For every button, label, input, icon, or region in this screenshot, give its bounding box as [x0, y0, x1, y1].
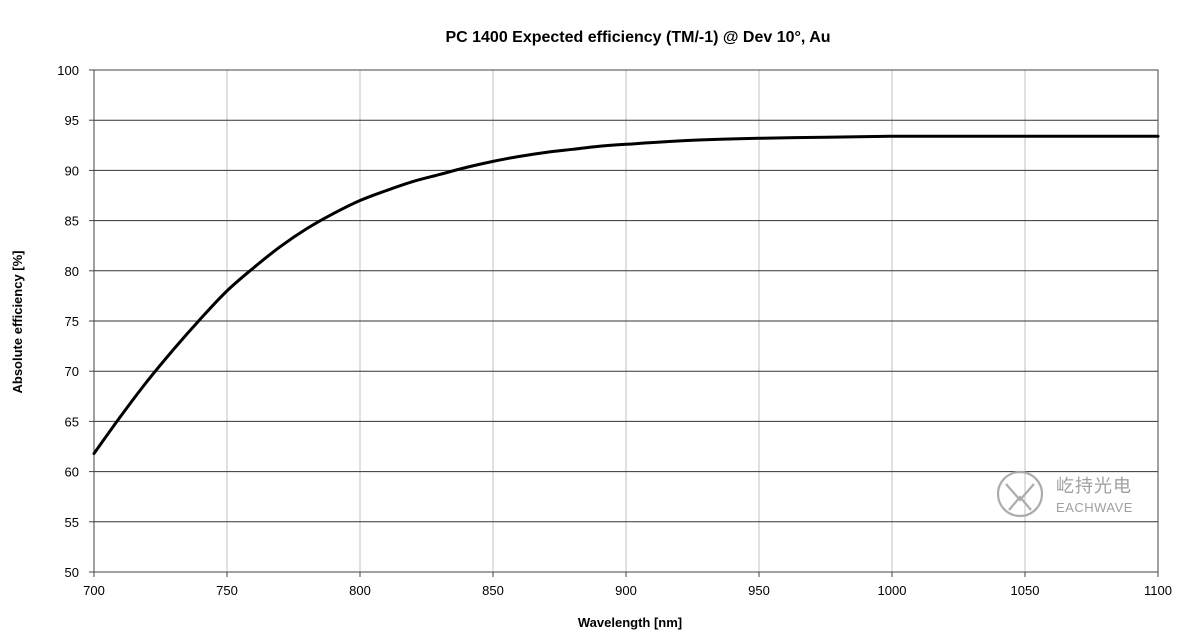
x-tick-label-900: 900	[615, 583, 637, 598]
y-axis-label: Absolute efficiency [%]	[10, 250, 25, 393]
y-tick-label-90: 90	[65, 163, 79, 178]
y-tick-label-100: 100	[57, 63, 79, 78]
x-tick-label-750: 750	[216, 583, 238, 598]
x-tick-label-950: 950	[748, 583, 770, 598]
y-tick-label-95: 95	[65, 113, 79, 128]
eachwave-logo-icon	[996, 470, 1044, 518]
watermark-brand-cn: 屹持光电	[1056, 476, 1132, 497]
x-axis-label: Wavelength [nm]	[578, 615, 682, 630]
x-tick-label-700: 700	[83, 583, 105, 598]
y-axis-ticks: 50 55 60 65 70 75 80 85 90 95 100	[57, 63, 94, 580]
y-tick-label-80: 80	[65, 264, 79, 279]
x-tick-label-1050: 1050	[1011, 583, 1040, 598]
series-layer	[92, 134, 1160, 456]
y-tick-label-60: 60	[65, 465, 79, 480]
x-tick-label-800: 800	[349, 583, 371, 598]
watermark: 屹持光电 EACHWAVE	[996, 470, 1133, 518]
y-tick-label-85: 85	[65, 214, 79, 229]
x-axis-ticks: 700 750 800 850 900 950 1000 1050 1100	[83, 572, 1172, 598]
watermark-brand-en: EACHWAVE	[1056, 500, 1133, 515]
x-tick-label-1100: 1100	[1144, 583, 1172, 598]
series-line-0	[92, 134, 1160, 456]
x-tick-label-1000: 1000	[878, 583, 907, 598]
y-tick-label-65: 65	[65, 414, 79, 429]
chart-title: PC 1400 Expected efficiency (TM/-1) @ De…	[445, 29, 830, 46]
y-tick-label-75: 75	[65, 314, 79, 329]
x-tick-label-850: 850	[482, 583, 504, 598]
y-tick-label-55: 55	[65, 515, 79, 530]
y-tick-label-70: 70	[65, 364, 79, 379]
grid	[94, 70, 1158, 572]
y-tick-label-50: 50	[65, 565, 79, 580]
